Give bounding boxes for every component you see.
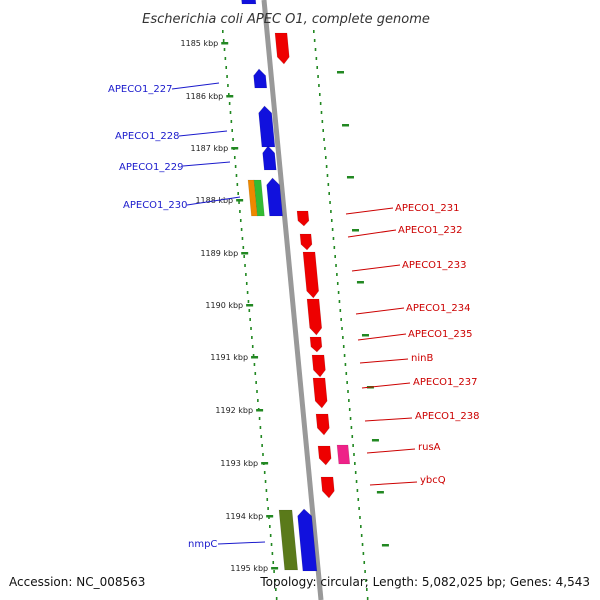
gene-arrow-apeco1-234 xyxy=(306,298,323,336)
label-leader-line xyxy=(186,196,241,206)
gene-features xyxy=(241,0,351,572)
tick-mark xyxy=(251,356,259,359)
tick-mark xyxy=(381,544,389,547)
tick-mark xyxy=(231,147,239,150)
genome-backbone xyxy=(261,0,324,600)
gene-rusa-pink-feature xyxy=(336,444,351,465)
tick-mark xyxy=(236,199,244,202)
genome-summary-text: Topology: circular; Length: 5,082,025 bp… xyxy=(260,575,590,589)
tick-label: 1191 kbp xyxy=(210,353,248,362)
tick-label: 1193 kbp xyxy=(220,459,258,468)
label-leader-line xyxy=(182,161,231,167)
tick-mark xyxy=(352,229,359,232)
tick-mark xyxy=(256,409,264,412)
gene-label-left[interactable]: APECO1_228 xyxy=(115,131,180,142)
gene-label-right[interactable]: APECO1_238 xyxy=(415,411,480,422)
dotted-guide-lines xyxy=(222,30,369,600)
gene-label-right[interactable]: APECO1_235 xyxy=(408,329,473,340)
tick-mark xyxy=(271,567,279,570)
gene-arrow xyxy=(274,32,290,65)
gene-green-feature xyxy=(253,179,265,217)
gene-arrow xyxy=(241,0,257,5)
gene-arrow-ninb xyxy=(311,354,326,378)
tick-label: 1194 kbp xyxy=(225,512,263,521)
gene-arrow-apeco1-235 xyxy=(309,336,323,353)
gene-arrow-nmpc xyxy=(297,508,318,572)
tick-label: 1195 kbp xyxy=(230,564,268,573)
label-leader-line xyxy=(359,358,409,364)
label-leader-line xyxy=(351,264,401,272)
tick-mark xyxy=(346,176,354,179)
gene-arrow-apeco1-231 xyxy=(296,210,310,227)
gene-label-left[interactable]: APECO1_229 xyxy=(119,162,184,173)
label-leader-line xyxy=(178,130,228,137)
gene-label-right[interactable]: APECO1_234 xyxy=(406,303,471,314)
label-leader-line xyxy=(364,417,413,422)
label-leader-line xyxy=(345,207,394,215)
label-leader-line xyxy=(357,333,407,341)
tick-mark xyxy=(261,462,269,465)
tick-mark xyxy=(371,439,379,442)
gene-arrow-apeco1-233 xyxy=(302,251,320,299)
label-leader-line xyxy=(171,82,220,90)
gene-arrow-apeco1-227 xyxy=(253,68,268,89)
label-leader-line xyxy=(347,229,397,238)
tick-label: 1187 kbp xyxy=(191,144,229,153)
tick-label: 1190 kbp xyxy=(205,301,243,310)
tick-mark xyxy=(246,304,254,307)
tick-mark xyxy=(376,491,384,494)
tick-mark xyxy=(226,95,234,98)
tick-mark xyxy=(266,515,274,518)
gene-arrow-apeco1-238 xyxy=(315,413,330,436)
gene-label-right[interactable]: APECO1_233 xyxy=(402,260,467,271)
gene-label-left[interactable]: APECO1_227 xyxy=(108,84,173,95)
gene-arrow-apeco1-237 xyxy=(312,377,328,409)
tick-mark xyxy=(342,124,350,127)
label-leader-line xyxy=(355,307,405,315)
gene-label-right[interactable]: APECO1_231 xyxy=(395,203,460,214)
label-leader-line xyxy=(369,481,418,486)
accession-text: Accession: NC_008563 xyxy=(9,575,146,589)
gene-label-right[interactable]: APECO1_237 xyxy=(413,377,478,388)
gene-labels: APECO1_227 APECO1_228 APECO1_229 APECO1_230… xyxy=(108,82,480,550)
gene-label-left[interactable]: nmpC xyxy=(188,539,217,550)
gene-label-right[interactable]: rusA xyxy=(418,442,441,453)
gene-label-right[interactable]: ninB xyxy=(411,353,433,364)
label-leader-line xyxy=(361,382,411,389)
gene-label-right[interactable]: ybcQ xyxy=(420,475,446,486)
gene-arrow-apeco1-230 xyxy=(266,177,283,217)
gene-label-left[interactable]: APECO1_230 xyxy=(123,200,188,211)
tick-mark xyxy=(356,281,364,284)
tick-mark xyxy=(221,42,229,45)
map-title: Escherichia coli APEC O1, complete genom… xyxy=(142,12,430,27)
tick-label: 1192 kbp xyxy=(215,406,253,415)
gene-nmpc-olive-feature xyxy=(278,509,299,571)
label-leader-line xyxy=(366,448,416,454)
gene-label-right[interactable]: APECO1_232 xyxy=(398,225,463,236)
gene-arrow-rusa xyxy=(317,445,332,466)
gene-arrow-apeco1-229 xyxy=(262,145,277,171)
tick-label: 1189 kbp xyxy=(200,249,238,258)
tick-mark xyxy=(361,334,369,337)
tick-label: 1186 kbp xyxy=(186,92,224,101)
label-leader-line xyxy=(217,541,266,545)
gene-arrow-ybcq xyxy=(320,476,335,499)
tick-label: 1185 kbp xyxy=(181,39,219,48)
gene-arrow-apeco1-232 xyxy=(299,233,313,251)
tick-mark xyxy=(336,71,344,74)
tick-mark xyxy=(241,252,249,255)
